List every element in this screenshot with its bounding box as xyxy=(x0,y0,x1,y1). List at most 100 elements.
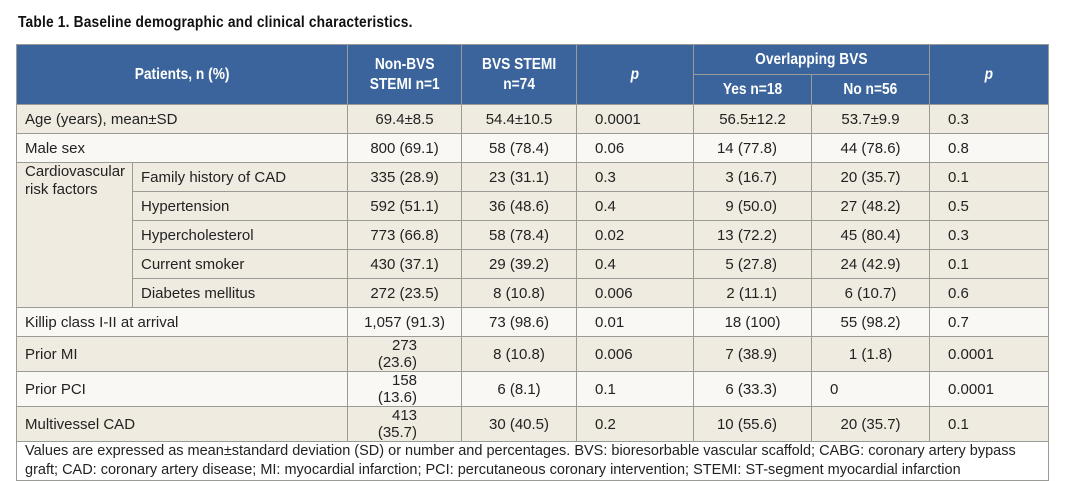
cell-no: 45 (80.4) xyxy=(811,220,931,250)
cell-yes: 5 (27.8) xyxy=(693,249,813,279)
row-label: Diabetes mellitus xyxy=(131,278,349,308)
cell-p2: 0.7 xyxy=(929,307,1050,337)
cell-yes: 7 (38.9) xyxy=(693,336,813,372)
cell-non-bvs: 273 (23.6) xyxy=(347,336,463,372)
cell-p1: 0.1 xyxy=(576,371,695,407)
cell-yes: 3 (16.7) xyxy=(693,162,813,192)
cell-bvs: 58 (78.4) xyxy=(461,133,578,163)
cell-bvs: 8 (10.8) xyxy=(461,336,578,372)
header-overlapping-bvs: Overlapping BVS xyxy=(693,44,931,75)
header-bvs-stemi: BVS STEMI n=74 xyxy=(461,44,578,105)
cell-p1: 0.3 xyxy=(576,162,695,192)
table-title: Table 1. Baseline demographic and clinic… xyxy=(18,14,413,31)
row-label: Multivessel CAD xyxy=(15,406,349,442)
cell-non-bvs: 272 (23.5) xyxy=(347,278,463,308)
cell-yes: 6 (33.3) xyxy=(693,371,813,407)
cell-no: 24 (42.9) xyxy=(811,249,931,279)
header-p-value-1: p xyxy=(576,44,695,105)
baseline-characteristics-table: Patients, n (%) Non-BVS STEMI n=1 BVS STE… xyxy=(15,44,1050,481)
cell-bvs: 6 (8.1) xyxy=(461,371,578,407)
cell-p1: 0.02 xyxy=(576,220,695,250)
cell-bvs: 54.4±10.5 xyxy=(461,104,578,134)
table-row: Hypertension 592 (51.1) 36 (48.6) 0.4 9 … xyxy=(17,191,1050,221)
cell-p2: 0.5 xyxy=(929,191,1050,221)
cell-non-bvs: 592 (51.1) xyxy=(347,191,463,221)
cell-bvs: 30 (40.5) xyxy=(461,406,578,442)
table-row: Current smoker 430 (37.1) 29 (39.2) 0.4 … xyxy=(17,249,1050,279)
cell-yes: 2 (11.1) xyxy=(693,278,813,308)
cell-yes: 10 (55.6) xyxy=(693,406,813,442)
header-overlapping-yes: Yes n=18 xyxy=(693,74,813,105)
header-patients: Patients, n (%) xyxy=(15,44,349,105)
table-row: Hypercholesterol 773 (66.8) 58 (78.4) 0.… xyxy=(17,220,1050,250)
cell-p2: 0.0001 xyxy=(929,336,1050,372)
cell-non-bvs: 800 (69.1) xyxy=(347,133,463,163)
cell-bvs: 29 (39.2) xyxy=(461,249,578,279)
cell-p2: 0.6 xyxy=(929,278,1050,308)
cell-no: 55 (98.2) xyxy=(811,307,931,337)
table-row: Male sex 800 (69.1) 58 (78.4) 0.06 14 (7… xyxy=(15,133,1050,163)
cell-no: 20 (35.7) xyxy=(811,406,931,442)
cell-non-bvs: 1,057 (91.3) xyxy=(347,307,463,337)
cell-no: 53.7±9.9 xyxy=(811,104,931,134)
cell-bvs: 36 (48.6) xyxy=(461,191,578,221)
cell-yes: 9 (50.0) xyxy=(693,191,813,221)
row-label: Prior MI xyxy=(15,336,349,372)
row-label: Hypercholesterol xyxy=(131,220,349,250)
cell-no: 27 (48.2) xyxy=(811,191,931,221)
cell-yes: 56.5±12.2 xyxy=(693,104,813,134)
cell-yes: 13 (72.2) xyxy=(693,220,813,250)
cell-yes: 14 (77.8) xyxy=(693,133,813,163)
cell-no: 0 xyxy=(811,371,931,407)
cell-no: 44 (78.6) xyxy=(811,133,931,163)
table-row: Multivessel CAD 413 (35.7) 30 (40.5) 0.2… xyxy=(15,406,1050,442)
cell-p2: 0.1 xyxy=(929,162,1050,192)
cell-no: 20 (35.7) xyxy=(811,162,931,192)
cell-non-bvs: 69.4±8.5 xyxy=(347,104,463,134)
cell-p1: 0.006 xyxy=(576,336,695,372)
table-row: Age (years), mean±SD 69.4±8.5 54.4±10.5 … xyxy=(15,104,1050,134)
category-cardiovascular-risk-factors: Cardiovascular risk factors xyxy=(16,162,133,308)
table-row: Killip class I-II at arrival 1,057 (91.3… xyxy=(15,307,1050,337)
row-label: Prior PCI xyxy=(15,371,349,407)
row-label: Family history of CAD xyxy=(131,162,349,192)
cell-bvs: 58 (78.4) xyxy=(461,220,578,250)
cell-p2: 0.1 xyxy=(929,406,1050,442)
cell-non-bvs: 413 (35.7) xyxy=(347,406,463,442)
cell-bvs: 73 (98.6) xyxy=(461,307,578,337)
cell-non-bvs: 773 (66.8) xyxy=(347,220,463,250)
cell-p1: 0.0001 xyxy=(576,104,695,134)
cell-bvs: 8 (10.8) xyxy=(461,278,578,308)
row-label: Killip class I-II at arrival xyxy=(15,307,349,337)
header-overlapping-no: No n=56 xyxy=(811,74,931,105)
header-p-value-2: p xyxy=(929,44,1050,105)
table-row: Cardiovascular risk factors Family histo… xyxy=(16,162,1050,308)
row-label: Current smoker xyxy=(131,249,349,279)
row-label: Male sex xyxy=(15,133,349,163)
cell-p1: 0.4 xyxy=(576,191,695,221)
cell-p1: 0.01 xyxy=(576,307,695,337)
cell-no: 6 (10.7) xyxy=(811,278,931,308)
cell-bvs: 23 (31.1) xyxy=(461,162,578,192)
row-label: Hypertension xyxy=(131,191,349,221)
cell-non-bvs: 430 (37.1) xyxy=(347,249,463,279)
cell-no: 1 (1.8) xyxy=(811,336,931,372)
cell-p2: 0.1 xyxy=(929,249,1050,279)
table-footnote: Values are expressed as mean±standard de… xyxy=(15,441,1050,481)
cell-yes: 18 (100) xyxy=(693,307,813,337)
table-row: Prior MI 273 (23.6) 8 (10.8) 0.006 7 (38… xyxy=(15,336,1050,372)
table-row: Prior PCI 158 (13.6) 6 (8.1) 0.1 6 (33.3… xyxy=(15,371,1050,407)
table-row: Diabetes mellitus 272 (23.5) 8 (10.8) 0.… xyxy=(17,278,1050,308)
row-label: Age (years), mean±SD xyxy=(15,104,349,134)
cell-p2: 0.3 xyxy=(929,104,1050,134)
cell-p1: 0.006 xyxy=(576,278,695,308)
cell-p2: 0.8 xyxy=(929,133,1050,163)
cell-p1: 0.4 xyxy=(576,249,695,279)
footnote-row: Values are expressed as mean±standard de… xyxy=(15,441,1050,481)
cell-p2: 0.3 xyxy=(929,220,1050,250)
cell-non-bvs: 158 (13.6) xyxy=(347,371,463,407)
header-non-bvs-stemi: Non-BVS STEMI n=1 xyxy=(347,44,463,105)
cell-p2: 0.0001 xyxy=(929,371,1050,407)
cell-p1: 0.06 xyxy=(576,133,695,163)
cell-non-bvs: 335 (28.9) xyxy=(347,162,463,192)
